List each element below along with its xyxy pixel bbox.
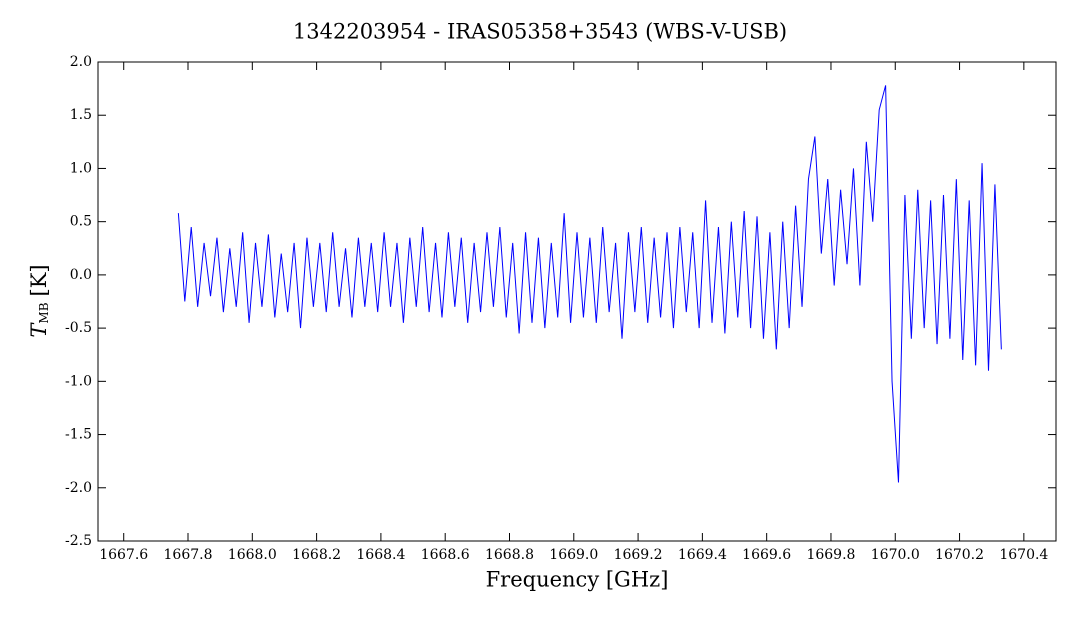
y-label-symbol: T <box>27 322 51 338</box>
x-tick-label: 1669.4 <box>678 547 727 563</box>
y-tick-label: 2.0 <box>70 54 92 70</box>
plot-frame <box>97 61 1057 542</box>
x-tick-label: 1668.8 <box>485 547 534 563</box>
x-tick-label: 1668.2 <box>292 547 341 563</box>
x-tick-label: 1670.0 <box>871 547 920 563</box>
spectrum-line <box>177 85 1002 483</box>
x-tick-label: 1667.6 <box>99 547 148 563</box>
y-label-unit: [K] <box>27 264 51 296</box>
x-tick-label: 1668.6 <box>421 547 470 563</box>
y-tick-label: 0.0 <box>70 267 92 283</box>
x-tick-label: 1669.6 <box>742 547 791 563</box>
y-tick-label: 1.5 <box>70 107 92 123</box>
y-tick-label: 0.5 <box>70 214 92 230</box>
y-tick-label: -2.0 <box>65 480 92 496</box>
y-tick-label: -0.5 <box>65 320 92 336</box>
y-tick-label: -1.5 <box>65 427 92 443</box>
x-tick-label: 1669.8 <box>806 547 855 563</box>
x-tick-label: 1669.0 <box>549 547 598 563</box>
x-tick-label: 1668.4 <box>356 547 405 563</box>
y-axis-label: TMB [K] <box>27 264 51 337</box>
x-tick-label: 1667.8 <box>164 547 213 563</box>
x-axis-label: Frequency [GHz] <box>486 568 669 592</box>
x-tick-label: 1669.2 <box>614 547 663 563</box>
y-tick-label: 1.0 <box>70 160 92 176</box>
x-tick-label: 1670.4 <box>999 547 1048 563</box>
y-label-subscript: MB <box>37 302 51 323</box>
y-tick-label: -1.0 <box>65 373 92 389</box>
x-tick-label: 1670.2 <box>935 547 984 563</box>
chart-title: 1342203954 - IRAS05358+3543 (WBS-V-USB) <box>293 20 787 44</box>
x-tick-label: 1668.0 <box>228 547 277 563</box>
y-tick-label: -2.5 <box>65 533 92 549</box>
